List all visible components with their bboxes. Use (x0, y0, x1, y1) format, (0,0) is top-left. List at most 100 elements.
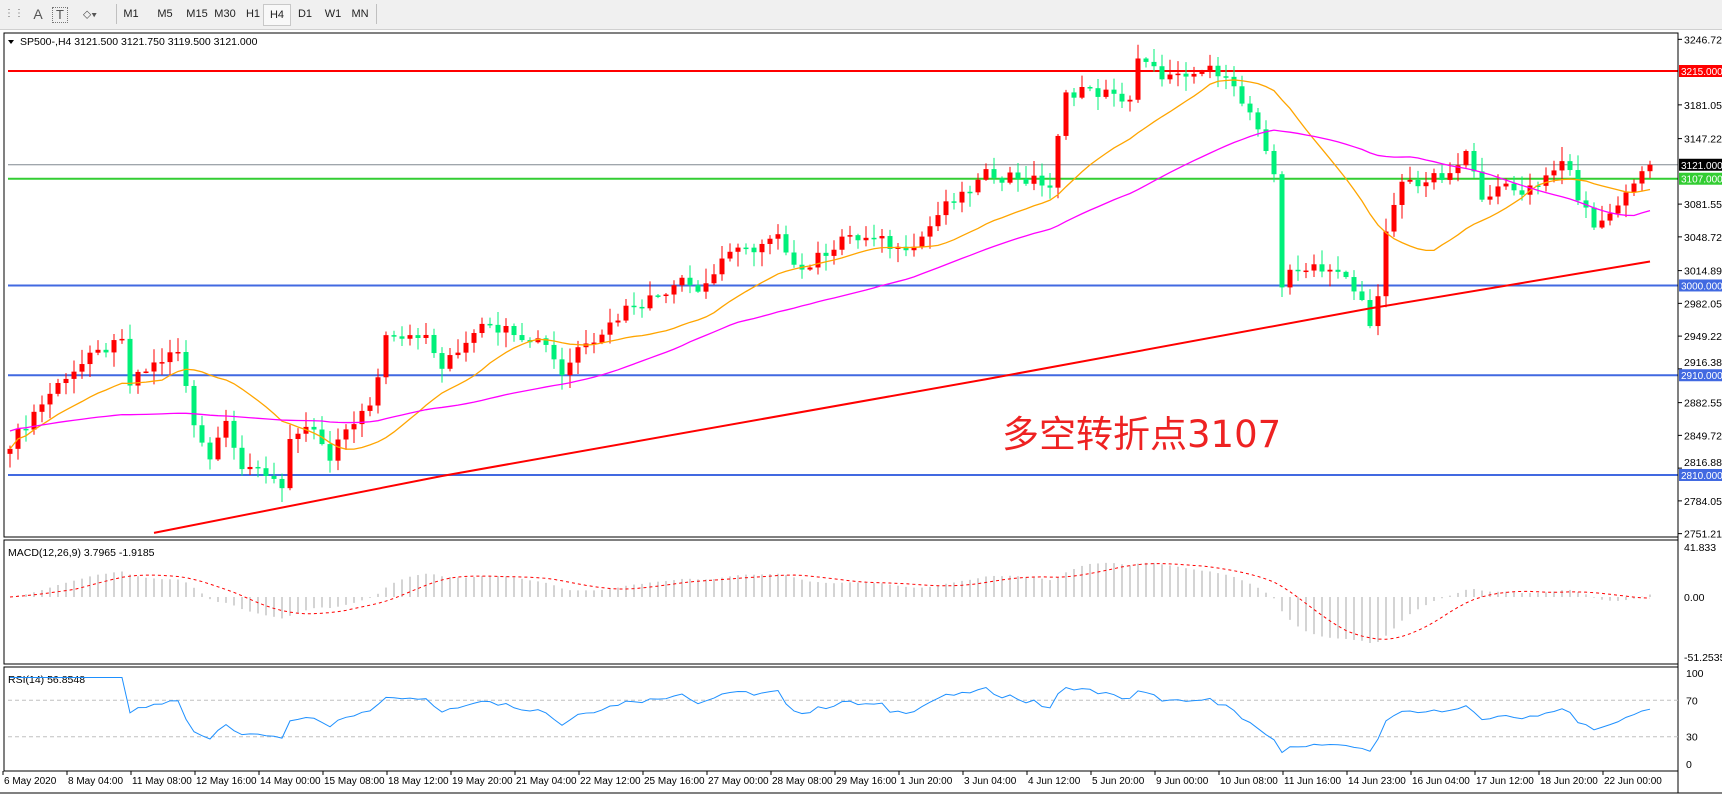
candle-body (1519, 190, 1525, 195)
time-axis-label: 10 Jun 08:00 (1220, 776, 1278, 787)
candle (1007, 166, 1013, 185)
candle (231, 410, 237, 460)
timeframe-mn-button[interactable]: MN (351, 8, 369, 20)
candle (823, 243, 829, 271)
candle (1255, 108, 1261, 137)
candle-body (1567, 161, 1573, 171)
price-axis-label: 2982.055 (1684, 298, 1722, 310)
candle-body (991, 169, 997, 178)
timeframe-h4-button[interactable]: H4 (263, 4, 291, 26)
candle (255, 460, 261, 478)
text-icon[interactable]: A (33, 6, 43, 22)
candle-body (1215, 65, 1221, 77)
candle-body (767, 238, 773, 244)
timeframe-w1-button[interactable]: W1 (324, 8, 342, 20)
text-label-icon[interactable]: T (52, 7, 68, 23)
candle (1599, 205, 1605, 229)
candle (247, 453, 253, 476)
candle-body (335, 439, 341, 461)
candle (775, 224, 781, 250)
shapes-icon[interactable]: ⬦▾ (82, 7, 98, 21)
macd-signal-line (9, 563, 1651, 640)
candle-body (95, 349, 101, 353)
candle-body (1503, 183, 1509, 187)
candle (1047, 173, 1053, 199)
candle (839, 229, 845, 256)
time-axis-label: 29 May 16:00 (836, 776, 897, 787)
candle (1471, 143, 1477, 178)
candle-body (631, 305, 637, 308)
candle-body (1391, 204, 1397, 232)
candle-body (399, 336, 405, 339)
candle-body (1111, 89, 1117, 94)
candle (23, 415, 29, 442)
candle-body (1383, 231, 1389, 297)
candle-body (375, 377, 381, 406)
time-axis-label: 27 May 00:00 (708, 776, 769, 787)
candle (447, 347, 453, 372)
candle (1535, 181, 1541, 195)
candle-body (1287, 269, 1293, 288)
candle (847, 225, 853, 244)
candle-body (703, 283, 709, 292)
chart-header: SP500-,H4 3121.500 3121.750 3119.500 312… (20, 36, 258, 48)
candle-body (879, 236, 885, 239)
candle (1631, 179, 1637, 197)
candle-body (279, 478, 285, 489)
candle (279, 473, 285, 502)
candle (687, 265, 693, 294)
candle (975, 173, 981, 196)
candle (479, 317, 485, 338)
time-axis-label: 8 May 04:00 (68, 776, 123, 787)
timeframe-m5-button[interactable]: M5 (157, 8, 173, 20)
grid-icon[interactable]: ⋮⋮ (4, 8, 24, 19)
candle (1591, 202, 1597, 231)
candle (1415, 170, 1421, 194)
candle (367, 397, 373, 417)
candle-body (1647, 164, 1653, 172)
candle-body (807, 267, 813, 270)
candle-body (1559, 161, 1565, 171)
candle-body (55, 383, 61, 394)
timeframe-m15-button[interactable]: M15 (186, 8, 208, 20)
candle (951, 192, 957, 210)
candle (1567, 154, 1573, 176)
candle-body (215, 437, 221, 460)
candle (287, 424, 293, 491)
candle (1263, 120, 1269, 155)
candle (559, 347, 565, 390)
price-axis-label: 2751.215 (1684, 529, 1722, 541)
timeframe-d1-button[interactable]: D1 (297, 8, 313, 20)
rsi-axis-label: 70 (1686, 695, 1698, 707)
candle (167, 339, 173, 375)
candle (1207, 54, 1213, 79)
macd-axis-label: -51.2535 (1684, 652, 1722, 664)
candle-body (951, 201, 957, 203)
candle (1271, 144, 1277, 183)
candle-body (1263, 129, 1269, 151)
candle-body (1143, 58, 1149, 62)
candle (1015, 163, 1021, 192)
level-tag-label: 3000.000 (1681, 281, 1722, 292)
candle-body (735, 247, 741, 252)
rsi-axis-label: 0 (1686, 759, 1692, 771)
candle-body (599, 334, 605, 343)
timeframe-m30-button[interactable]: M30 (214, 8, 236, 20)
candle-body (479, 323, 485, 334)
candle (647, 281, 653, 311)
candle (1519, 176, 1525, 201)
ma-fast-line (9, 79, 1651, 450)
timeframe-m1-button[interactable]: M1 (123, 8, 139, 20)
candle (967, 185, 973, 207)
candle-body (263, 468, 269, 476)
candle-body (1551, 170, 1557, 176)
candle-body (1175, 73, 1181, 76)
candle (39, 395, 45, 423)
timeframe-h1-button[interactable]: H1 (245, 8, 261, 20)
time-axis-label: 6 May 2020 (4, 776, 57, 787)
candle (727, 243, 733, 262)
candle-body (847, 235, 853, 237)
candle-body (1079, 87, 1085, 98)
candle (623, 298, 629, 323)
